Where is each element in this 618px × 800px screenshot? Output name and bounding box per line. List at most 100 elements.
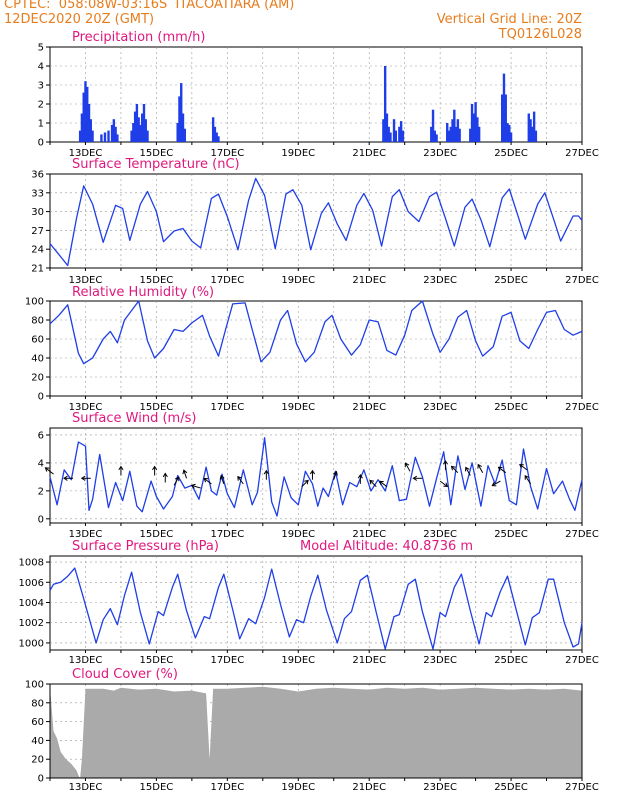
precip-bar [176,123,179,142]
wind-frame [49,427,583,524]
precip-bar [506,123,509,142]
precip-xtick-label: 15DEC [140,148,174,159]
pressure-ytick-label: 1000 [19,638,44,649]
rh-ytick-label: 40 [31,354,44,365]
wind-vector [378,480,388,488]
pressure-frame [49,555,583,651]
cloud-xtick-label: 27DEC [565,782,599,793]
precip-bar [398,126,401,142]
rh-ytick-label: 80 [31,316,44,327]
pressure-panel: 1000 1002 1004 1006 1008 13DEC 15DEC 17DEC 19DEC… [19,539,599,666]
precip-bar [435,134,438,142]
header-grid-line: Vertical Grid Line: 20Z [436,12,582,27]
precip-bar [501,94,504,142]
temp-ytick-label: 24 [31,245,44,256]
pressure-annotation: Model Altitude: 40.8736 m [300,539,473,554]
wind-vector [182,469,188,479]
precip-bar [82,92,85,142]
precip-bar [183,128,186,142]
precip-bar [114,126,117,142]
precip-bar [399,121,403,142]
temp-xtick-label: 21DEC [352,275,386,286]
precip-bar [385,113,389,142]
rh-xtick-label: 19DEC [281,402,315,413]
wind-vector [237,475,244,485]
precip-bar [392,119,396,142]
wind-vector [219,474,225,485]
wind-vector [404,462,411,472]
pressure-xtick-label: 25DEC [494,655,528,666]
precip-bar [142,104,146,142]
precip-bar [178,96,181,142]
precip-xtick-label: 21DEC [352,148,386,159]
precip-bar [532,111,536,142]
cloud-ytick-label: 100 [25,680,44,691]
rh-ytick-label: 100 [25,297,44,308]
precip-bar [180,83,183,142]
precip-xtick-label: 27DEC [565,148,599,159]
precip-bar [469,128,472,142]
temp-ytick-label: 27 [31,226,44,237]
cloud-xtick-label: 25DEC [494,782,528,793]
precip-bar [382,119,385,142]
wind-ytick-label: 6 [38,430,44,441]
precip-bar [181,113,185,142]
cloud-ytick-label: 40 [31,736,44,747]
rh-title: Relative Humidity (%) [72,285,214,300]
rh-panel: 0 20 40 60 80 100 13DEC 15DEC 17DEC 19DEC 21DEC 23D… [25,285,599,413]
precip-bar [133,111,137,142]
wind-vector [477,463,484,473]
wind-xtick-label: 17DEC [210,529,244,540]
precip-bar [451,119,454,142]
precip-bar [470,104,474,142]
precip-ytick-label: 2 [38,100,44,111]
precip-bar [89,119,92,142]
wind-vector [152,465,158,476]
wind-vector [450,465,459,474]
wind-xtick-label: 27DEC [565,529,599,540]
wind-vector [369,479,377,488]
wind-vector [118,465,124,476]
wind-line [49,437,583,517]
precip-bar [103,132,107,142]
precip-bar [144,119,147,142]
cloud-xtick-label: 15DEC [140,782,174,793]
rh-xtick-label: 21DEC [352,402,386,413]
precip-bar [213,126,217,142]
precip-xtick-label: 25DEC [494,148,528,159]
precip-bar [211,117,215,142]
temp-ytick-label: 21 [31,264,44,275]
cloud-xtick-label: 17DEC [210,782,244,793]
precip-bar [477,126,481,142]
precip-bar [84,81,87,142]
rh-xtick-label: 13DEC [69,402,103,413]
precip-bar [449,126,452,142]
wind-vector [497,466,507,474]
precip-bar [100,134,103,142]
cloud-panel: 0 20 40 60 80 100 13DEC 15DEC 17DEC 19DEC 21DEC 23D… [25,667,599,793]
precip-ytick-label: 3 [38,81,44,92]
wind-vector [63,475,74,481]
wind-vector [203,477,212,485]
precip-bar [141,113,144,142]
pressure-ytick-label: 1006 [19,578,44,589]
precip-bar [446,123,449,142]
precip-bar [146,130,149,142]
rh-xtick-label: 23DEC [423,402,457,413]
rh-ytick-label: 20 [31,373,44,384]
temp-xtick-label: 23DEC [423,275,457,286]
precip-bar [531,126,534,142]
wind-vector [491,480,501,487]
precip-bar [116,134,119,142]
header-station: CPTEC: 058:08W-03:16S ITACOATIARA (AM) [4,0,295,12]
precip-bar [78,130,82,142]
wind-vector [162,472,168,483]
temp-frame [49,173,583,269]
precip-bar [401,130,405,142]
pressure-xtick-label: 21DEC [352,655,386,666]
cloud-xtick-label: 19DEC [281,782,315,793]
pressure-title: Surface Pressure (hPa) [72,539,219,554]
precip-bar [534,130,538,142]
pressure-line [49,567,583,650]
